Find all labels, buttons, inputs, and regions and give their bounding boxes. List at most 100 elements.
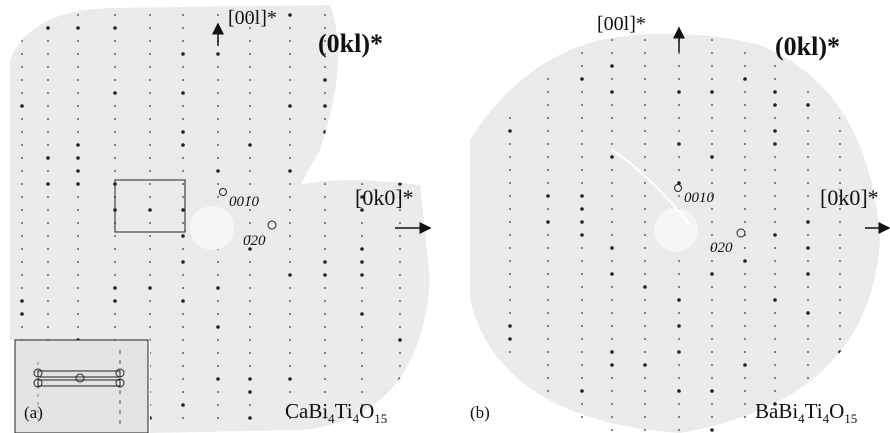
spot xyxy=(580,207,584,211)
spot xyxy=(289,144,291,146)
spot xyxy=(114,53,116,55)
spot-label: 020 xyxy=(710,240,733,256)
spot xyxy=(806,272,810,276)
spot xyxy=(581,156,583,158)
spot xyxy=(806,220,810,224)
spot xyxy=(21,92,23,94)
spot xyxy=(774,182,776,184)
spot xyxy=(361,287,363,289)
spot xyxy=(398,338,402,342)
spot xyxy=(744,117,746,119)
spot xyxy=(581,351,583,353)
beam-center xyxy=(190,206,234,250)
spot xyxy=(361,378,363,380)
spot xyxy=(838,350,842,354)
spot xyxy=(182,118,184,120)
spot xyxy=(216,286,220,290)
panel-label: (a) xyxy=(24,403,43,422)
spot xyxy=(774,247,776,249)
spot xyxy=(21,66,23,68)
spot xyxy=(249,118,251,120)
spot xyxy=(77,235,79,237)
spot xyxy=(289,248,291,250)
spot xyxy=(644,260,646,262)
spot xyxy=(149,326,151,328)
spot xyxy=(249,53,251,55)
spot xyxy=(114,79,116,81)
spot xyxy=(249,157,251,159)
spot xyxy=(509,312,511,314)
spot xyxy=(217,339,219,341)
spot xyxy=(289,391,291,393)
spot xyxy=(644,338,646,340)
spot xyxy=(182,27,184,29)
spot xyxy=(644,299,646,301)
spot xyxy=(581,299,583,301)
spot xyxy=(114,66,116,68)
spot xyxy=(774,221,776,223)
spot xyxy=(611,104,613,106)
spot xyxy=(774,390,776,392)
spot xyxy=(581,416,583,418)
spot xyxy=(249,79,251,81)
spot xyxy=(806,311,810,315)
spot xyxy=(644,221,646,223)
spot xyxy=(547,234,549,236)
spot xyxy=(182,378,184,380)
spot xyxy=(581,429,583,431)
spot xyxy=(47,92,49,94)
spot xyxy=(839,338,841,340)
panel-a: [00l]* (0kl)* [0k0]* 0010 020 (a) CaBi4T… xyxy=(10,0,435,433)
spot xyxy=(182,339,184,341)
spot xyxy=(288,377,292,381)
spot xyxy=(289,157,291,159)
spot xyxy=(249,261,251,263)
spot xyxy=(839,286,841,288)
spot xyxy=(678,52,680,54)
spot xyxy=(360,273,364,277)
spot xyxy=(324,196,326,198)
spot xyxy=(47,300,49,302)
spot xyxy=(807,182,809,184)
spot xyxy=(399,274,401,276)
spot xyxy=(744,273,746,275)
spot xyxy=(21,170,23,172)
spot xyxy=(678,273,680,275)
spot xyxy=(711,351,713,353)
spot xyxy=(611,117,613,119)
spot xyxy=(711,416,713,418)
spot xyxy=(744,104,746,106)
formula-subscript: 15 xyxy=(844,411,857,426)
spot xyxy=(21,274,23,276)
spot xyxy=(807,286,809,288)
spot xyxy=(774,117,776,119)
spot xyxy=(611,169,613,171)
spot xyxy=(581,260,583,262)
spot xyxy=(581,247,583,249)
spot xyxy=(21,53,23,55)
spot xyxy=(711,52,713,54)
spot xyxy=(546,194,550,198)
spot xyxy=(744,182,746,184)
spot xyxy=(711,39,713,41)
spot xyxy=(149,235,151,237)
spot xyxy=(509,247,511,249)
spot xyxy=(217,417,219,419)
spot xyxy=(47,274,49,276)
spot xyxy=(547,325,549,327)
spot xyxy=(323,260,327,264)
spot xyxy=(76,169,80,173)
spot xyxy=(839,156,841,158)
spot xyxy=(181,403,185,407)
spot xyxy=(47,248,49,250)
spot xyxy=(547,247,549,249)
spot xyxy=(399,365,401,367)
formula-text: O xyxy=(359,399,374,423)
spot xyxy=(644,91,646,93)
spot xyxy=(289,66,291,68)
spot xyxy=(508,376,512,380)
spot xyxy=(581,286,583,288)
spot xyxy=(21,118,23,120)
spot xyxy=(547,104,549,106)
spot xyxy=(580,77,584,81)
